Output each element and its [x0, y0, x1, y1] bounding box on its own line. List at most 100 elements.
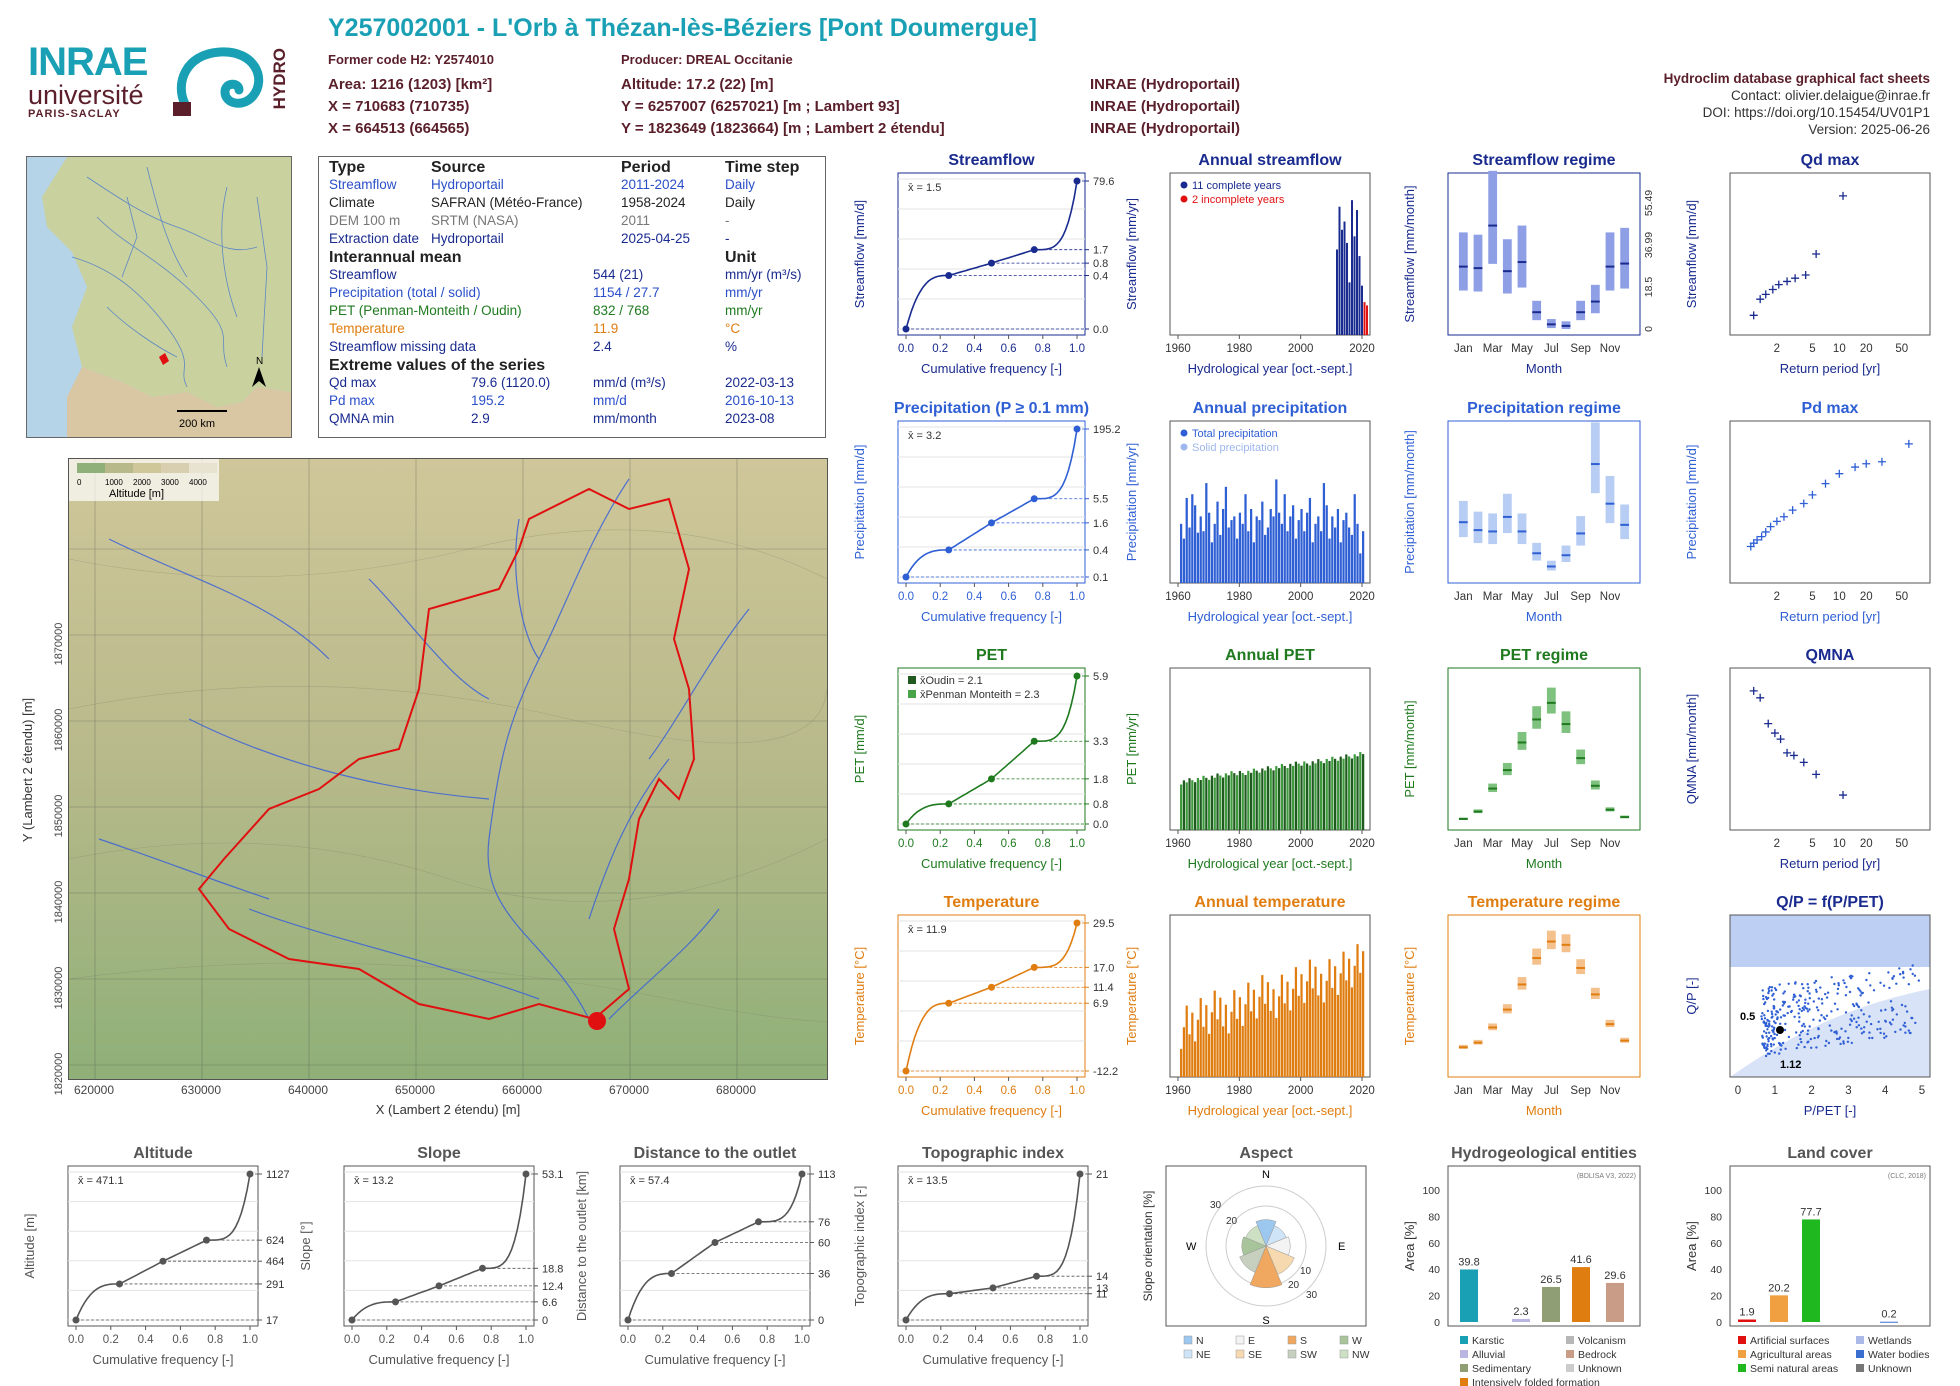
annual-bar	[1208, 1033, 1211, 1077]
table-row: Streamflow Hydroportail 2011-2024 Daily	[329, 177, 756, 192]
annual-bar	[1300, 509, 1303, 583]
right-tick-label: 3.3	[1093, 736, 1108, 748]
right-tick-label: 79.6	[1093, 176, 1114, 188]
qp-point	[1808, 992, 1811, 995]
annual-bar	[1266, 982, 1270, 1077]
qp-point	[1764, 1001, 1767, 1004]
x-tick-label: 0.6	[172, 1334, 188, 1346]
qp-point	[1857, 1016, 1860, 1019]
qp-point	[1806, 990, 1809, 993]
qp-point	[1857, 1005, 1860, 1008]
legend-swatch	[1856, 1350, 1864, 1358]
annual-bar	[1294, 761, 1298, 830]
right-tick-label: 36	[818, 1268, 830, 1280]
legend-entry: Total precipitation	[1192, 428, 1278, 440]
return-period-point	[1761, 527, 1770, 536]
x-tick-label: 1980	[1227, 591, 1253, 603]
legend-entry: NW	[1352, 1349, 1370, 1361]
category-bar	[1606, 1282, 1624, 1322]
ring-label: 20	[1288, 1280, 1300, 1291]
annual-bar	[1286, 531, 1289, 583]
aspect-sector	[1255, 1219, 1277, 1247]
right-tick-label: 1.6	[1093, 518, 1108, 530]
annual-bar	[1199, 998, 1202, 1077]
return-period-point	[1757, 532, 1766, 541]
annual-bar	[1252, 989, 1256, 1077]
qp-point	[1770, 1045, 1773, 1048]
qp-point	[1891, 1009, 1894, 1012]
annual-bar	[1194, 505, 1197, 583]
regime-box	[1546, 687, 1556, 714]
qp-point	[1830, 976, 1833, 979]
x-tick-label: 0.0	[898, 1334, 914, 1346]
qp-point	[1847, 1036, 1850, 1040]
qp-point	[1885, 1035, 1888, 1038]
qp-point	[1800, 1024, 1804, 1028]
qp-point	[1898, 967, 1901, 970]
qp-point	[1787, 1005, 1790, 1008]
qp-point	[1773, 1036, 1776, 1040]
x-tick-label: 2000	[1288, 1085, 1314, 1097]
return-period-point	[1812, 770, 1821, 779]
qp-point	[1761, 1042, 1765, 1046]
annual-bar	[1292, 765, 1295, 830]
altitude-legend-tick: 2000	[133, 478, 151, 487]
chart-title: Aspect	[1239, 1145, 1293, 1162]
annual-bar	[1317, 995, 1320, 1077]
qp-point	[1822, 1016, 1826, 1019]
chart-title: Precipitation (P ≥ 0.1 mm)	[894, 400, 1089, 417]
annual-bar	[1359, 972, 1362, 1077]
x-axis-label: Cumulative frequency [-]	[93, 1352, 234, 1367]
legend-marker	[1180, 195, 1188, 203]
legend-entry: 2 incomplete years	[1192, 194, 1285, 206]
qp-point	[1904, 1031, 1907, 1034]
regime-box	[1561, 545, 1571, 563]
x-tick-label: 1.0	[1069, 838, 1085, 850]
hydro-logo-icon	[173, 47, 264, 116]
x-tick-label: 2	[1774, 343, 1780, 355]
annual-bar	[1320, 973, 1323, 1077]
qp-point	[1779, 1048, 1783, 1051]
y-tick-label: 40	[1710, 1264, 1722, 1276]
altitude-legend-tick: 1000	[105, 478, 123, 487]
x-tick-label: 0.6	[724, 1334, 740, 1346]
qp-point	[1903, 1021, 1907, 1025]
altitude-legend-swatch	[161, 463, 189, 473]
annual-bar	[1241, 523, 1244, 583]
return-period-point	[1783, 277, 1792, 286]
map-y-tick: 1820000	[53, 1053, 65, 1096]
qp-point	[1872, 989, 1876, 992]
x-tick-label: 1.0	[1069, 343, 1085, 355]
annual-bar	[1210, 775, 1214, 830]
qp-point	[1859, 994, 1862, 997]
qp-point	[1849, 977, 1853, 980]
y-axis-label: Temperature [°C]	[1402, 947, 1417, 1045]
x-tick-label: 1	[1772, 1085, 1778, 1097]
y-tick-label: 80	[1710, 1211, 1722, 1223]
altitude-legend-tick: 4000	[189, 478, 207, 487]
annual-bar	[1342, 758, 1345, 830]
regime-box	[1473, 511, 1483, 544]
qp-point	[1812, 1018, 1815, 1021]
y-axis-label: Streamflow [mm/yr]	[1124, 198, 1139, 310]
qp-point	[1765, 1021, 1768, 1025]
legend-entry: Semi natural areas	[1750, 1363, 1838, 1375]
y-tick-label: 40	[1428, 1264, 1440, 1276]
annual-bar	[1233, 990, 1236, 1077]
return-period-point	[1877, 457, 1886, 466]
annual-bar	[1311, 988, 1314, 1077]
qp-point	[1806, 1010, 1810, 1013]
annual-bar	[1322, 1002, 1326, 1077]
right-tick-label: 5.5	[1093, 494, 1108, 506]
version: Version: 2025-06-26	[1808, 122, 1930, 137]
qp-point	[1891, 1018, 1895, 1021]
header-period: Period	[621, 159, 671, 176]
plot-frame	[1169, 172, 1371, 336]
legend-entry: N	[1196, 1335, 1204, 1347]
x-tick-label: 1.0	[242, 1334, 258, 1346]
annual-bar	[1272, 770, 1275, 830]
return-period-point	[1839, 791, 1848, 800]
x-axis-label: Cumulative frequency [-]	[369, 1352, 510, 1367]
annual-bar	[1331, 756, 1334, 830]
qp-point	[1827, 1041, 1831, 1045]
